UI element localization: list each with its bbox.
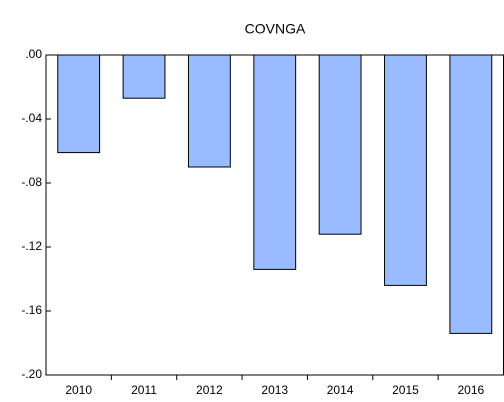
bar	[253, 54, 297, 270]
x-tick-label: 2014	[327, 383, 354, 397]
x-tick-label: 2012	[196, 383, 223, 397]
y-tick-label: -.08	[21, 175, 42, 189]
x-tick-label: 2013	[261, 383, 288, 397]
y-tick-label: -.04	[21, 111, 42, 125]
bar	[384, 54, 427, 286]
y-tick-label: -.12	[21, 239, 42, 253]
bar	[57, 54, 101, 154]
x-tick-label: 2015	[392, 383, 419, 397]
x-tick-label: 2010	[65, 383, 92, 397]
bar	[187, 54, 231, 168]
bar	[122, 54, 166, 99]
y-tick-label: .00	[25, 47, 42, 61]
bar	[318, 54, 362, 235]
chart-title: COVNGA	[245, 21, 306, 37]
y-tick-label: -.16	[21, 303, 42, 317]
x-tick-label: 2016	[457, 383, 484, 397]
bar	[449, 54, 493, 334]
y-tick-label: -.20	[21, 367, 42, 381]
x-tick-label: 2011	[131, 383, 157, 397]
